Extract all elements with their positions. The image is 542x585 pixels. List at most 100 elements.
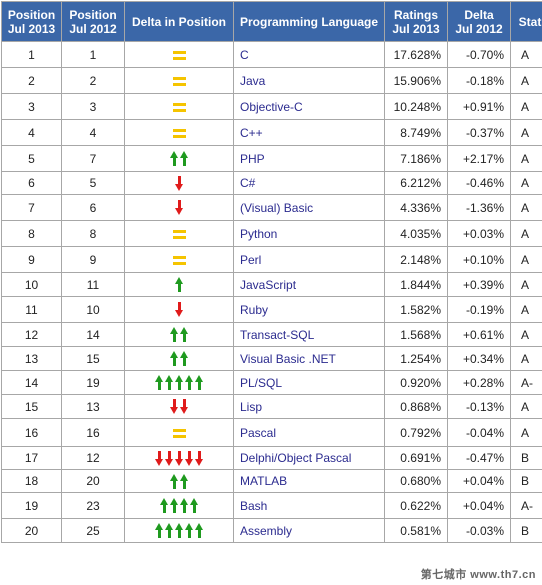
delta-position-cell xyxy=(125,470,234,493)
col-header-delta-2012[interactable]: Delta Jul 2012 xyxy=(448,2,511,42)
rating-cell: 4.336% xyxy=(385,195,448,221)
language-link[interactable]: Objective-C xyxy=(234,94,385,120)
language-link[interactable]: PHP xyxy=(234,146,385,172)
language-link[interactable]: JavaScript xyxy=(234,273,385,297)
position-2013-cell: 14 xyxy=(2,371,62,395)
equal-icon xyxy=(173,51,186,60)
language-link[interactable]: Java xyxy=(234,68,385,94)
position-2012-cell: 3 xyxy=(62,94,125,120)
language-link[interactable]: Python xyxy=(234,221,385,247)
language-link[interactable]: Transact-SQL xyxy=(234,323,385,347)
position-2013-cell: 1 xyxy=(2,42,62,68)
arrow-down-icon xyxy=(175,302,184,317)
arrow-up-icon xyxy=(190,498,199,513)
position-2013-cell: 9 xyxy=(2,247,62,273)
delta-position-cell xyxy=(125,323,234,347)
arrow-up-icon xyxy=(195,375,204,390)
col-header-language[interactable]: Programming Language xyxy=(234,2,385,42)
status-cell: A xyxy=(511,94,542,120)
status-cell: B xyxy=(511,470,542,493)
delta-rating-cell: -0.13% xyxy=(448,395,511,419)
position-2012-cell: 11 xyxy=(62,273,125,297)
delta-position-cell xyxy=(125,120,234,146)
arrow-up-icon xyxy=(170,351,179,366)
rating-cell: 0.920% xyxy=(385,371,448,395)
delta-rating-cell: -0.19% xyxy=(448,297,511,323)
delta-position-cell xyxy=(125,42,234,68)
status-cell: A xyxy=(511,42,542,68)
rating-cell: 0.691% xyxy=(385,447,448,470)
language-link[interactable]: (Visual) Basic xyxy=(234,195,385,221)
language-link[interactable]: MATLAB xyxy=(234,470,385,493)
col-header-ratings[interactable]: Ratings Jul 2013 xyxy=(385,2,448,42)
delta-rating-cell: -0.18% xyxy=(448,68,511,94)
arrow-up-icon xyxy=(165,523,174,538)
status-cell: A xyxy=(511,347,542,371)
language-link[interactable]: PL/SQL xyxy=(234,371,385,395)
position-2013-cell: 3 xyxy=(2,94,62,120)
language-link[interactable]: Assembly xyxy=(234,519,385,543)
rating-cell: 0.680% xyxy=(385,470,448,493)
rating-cell: 7.186% xyxy=(385,146,448,172)
delta-position-cell xyxy=(125,68,234,94)
status-cell: A xyxy=(511,247,542,273)
language-link[interactable]: Perl xyxy=(234,247,385,273)
delta-rating-cell: +0.34% xyxy=(448,347,511,371)
language-link[interactable]: Bash xyxy=(234,493,385,519)
delta-rating-cell: +0.04% xyxy=(448,470,511,493)
position-2013-cell: 10 xyxy=(2,273,62,297)
rating-cell: 0.868% xyxy=(385,395,448,419)
rating-cell: 6.212% xyxy=(385,172,448,195)
col-header-status[interactable]: Status xyxy=(511,2,542,42)
delta-rating-cell: -0.04% xyxy=(448,419,511,447)
status-cell: A- xyxy=(511,371,542,395)
delta-position-cell xyxy=(125,247,234,273)
language-link[interactable]: Pascal xyxy=(234,419,385,447)
delta-rating-cell: -0.46% xyxy=(448,172,511,195)
position-2013-cell: 17 xyxy=(2,447,62,470)
language-link[interactable]: Ruby xyxy=(234,297,385,323)
language-link[interactable]: C++ xyxy=(234,120,385,146)
rating-cell: 0.792% xyxy=(385,419,448,447)
delta-rating-cell: -0.47% xyxy=(448,447,511,470)
language-link[interactable]: Delphi/Object Pascal xyxy=(234,447,385,470)
delta-rating-cell: -1.36% xyxy=(448,195,511,221)
position-2013-cell: 12 xyxy=(2,323,62,347)
delta-position-cell xyxy=(125,297,234,323)
arrow-up-icon xyxy=(180,474,189,489)
position-2012-cell: 19 xyxy=(62,371,125,395)
language-link[interactable]: C xyxy=(234,42,385,68)
position-2012-cell: 2 xyxy=(62,68,125,94)
arrow-down-icon xyxy=(175,451,184,466)
rating-cell: 10.248% xyxy=(385,94,448,120)
arrow-down-icon xyxy=(175,200,184,215)
arrow-down-icon xyxy=(180,399,189,414)
arrow-up-icon xyxy=(160,498,169,513)
col-header-position-2012[interactable]: Position Jul 2012 xyxy=(62,2,125,42)
delta-position-cell xyxy=(125,419,234,447)
rating-cell: 15.906% xyxy=(385,68,448,94)
status-cell: A xyxy=(511,273,542,297)
status-cell: B xyxy=(511,519,542,543)
delta-position-cell xyxy=(125,273,234,297)
col-header-position-2013[interactable]: Position Jul 2013 xyxy=(2,2,62,42)
arrow-up-icon xyxy=(155,523,164,538)
arrow-down-icon xyxy=(165,451,174,466)
status-cell: A xyxy=(511,419,542,447)
language-link[interactable]: Lisp xyxy=(234,395,385,419)
status-cell: B xyxy=(511,447,542,470)
position-2013-cell: 8 xyxy=(2,221,62,247)
arrow-up-icon xyxy=(155,375,164,390)
language-link[interactable]: C# xyxy=(234,172,385,195)
col-header-delta-position[interactable]: Delta in Position xyxy=(125,2,234,42)
language-link[interactable]: Visual Basic .NET xyxy=(234,347,385,371)
